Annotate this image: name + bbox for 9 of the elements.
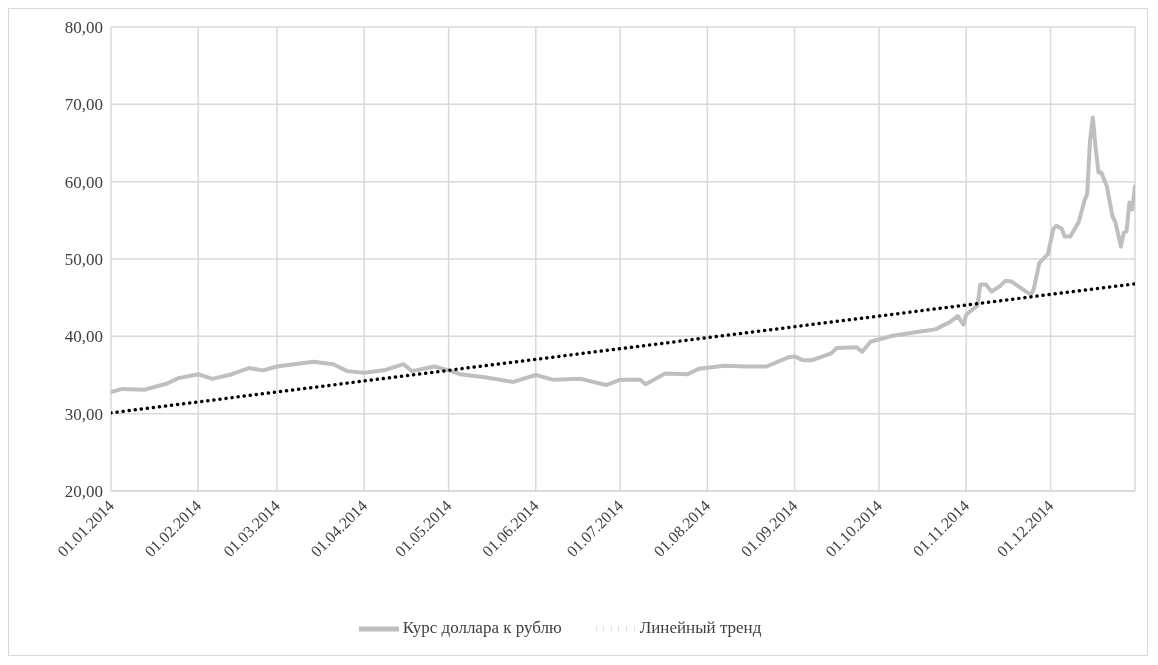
y-tick-label: 20,00 <box>64 482 103 502</box>
y-tick-label: 40,00 <box>64 327 103 347</box>
legend-label: Линейный тренд <box>639 617 762 637</box>
y-tick-label: 80,00 <box>64 18 103 38</box>
y-tick-label: 50,00 <box>64 250 103 270</box>
y-tick-label: 70,00 <box>64 95 103 115</box>
y-tick-label: 60,00 <box>64 172 103 192</box>
legend-label: Курс доллара к рублю <box>402 617 562 637</box>
y-tick-label: 30,00 <box>64 404 103 424</box>
